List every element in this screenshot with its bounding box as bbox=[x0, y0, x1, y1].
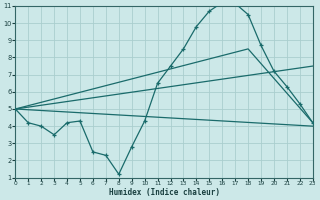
X-axis label: Humidex (Indice chaleur): Humidex (Indice chaleur) bbox=[108, 188, 220, 197]
